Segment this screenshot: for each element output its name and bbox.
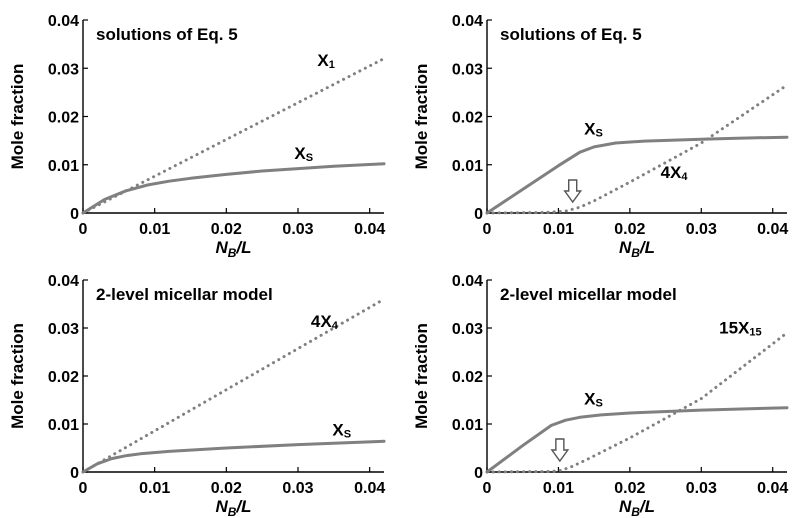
x-tick-label: 0 — [483, 480, 492, 497]
x-tick-label: 0.03 — [282, 480, 313, 497]
y-tick-label: 0.01 — [48, 417, 79, 434]
x-tick-label: 0.01 — [543, 480, 574, 497]
y-tick-label: 0.03 — [452, 321, 483, 338]
series-label: X1 — [317, 51, 334, 71]
x-tick-label: 0.03 — [282, 221, 313, 238]
x-tick-label: 0.02 — [614, 221, 645, 238]
y-axis-label: Mole fraction — [8, 323, 27, 429]
y-tick-label: 0 — [70, 465, 79, 482]
panel-title: solutions of Eq. 5 — [500, 25, 642, 44]
solid-series-line — [81, 162, 386, 215]
panel-title: 2-level micellar model — [96, 285, 273, 304]
series-label: 15X15 — [719, 318, 762, 338]
y-tick-label: 0.01 — [452, 158, 483, 175]
y-axis-label: Mole fraction — [412, 64, 431, 170]
y-tick-label: 0.03 — [48, 61, 79, 78]
series-label: XS — [332, 421, 351, 441]
panel-title: 2-level micellar model — [500, 285, 677, 304]
solid-series-line — [485, 406, 789, 474]
y-tick-label: 0.03 — [452, 61, 483, 78]
dotted-series-line — [81, 57, 386, 215]
y-tick-label: 0.04 — [452, 273, 483, 290]
panel-title: solutions of Eq. 5 — [96, 25, 238, 44]
x-tick-label: 0.04 — [757, 221, 788, 238]
y-tick-label: 0.01 — [452, 417, 483, 434]
dotted-series-line — [81, 297, 386, 474]
panel-2: 0 0.01 0.02 0.03 0.04 0 0.01 0.02 0.03 0.04 Mole f… — [412, 13, 789, 260]
y-tick-label: 0.03 — [48, 321, 79, 338]
x-tick-label: 0 — [79, 480, 88, 497]
x-tick-label: 0.04 — [354, 221, 385, 238]
x-tick-label: 0 — [483, 221, 492, 238]
panel-1: 0 0.01 0.02 0.03 0.04 0 0.01 0.02 0.03 0.04 Mole f… — [8, 13, 386, 260]
x-tick-label: 0.01 — [543, 221, 574, 238]
x-tick-label: 0.02 — [211, 221, 242, 238]
panel-3: 0 0.01 0.02 0.03 0.04 0 0.01 0.02 0.03 0.04 Mole f… — [8, 273, 386, 518]
x-axis-label: NB/L — [619, 238, 655, 260]
onset-arrow-icon — [550, 438, 570, 463]
x-tick-label: 0.02 — [614, 480, 645, 497]
series-label: 4X4 — [311, 312, 339, 332]
dotted-series-line — [485, 331, 789, 474]
y-tick-label: 0.02 — [48, 369, 79, 386]
x-tick-label: 0.04 — [757, 480, 788, 497]
y-tick-label: 0.02 — [48, 110, 79, 127]
x-tick-label: 0.02 — [211, 480, 242, 497]
onset-arrow-icon — [563, 179, 583, 204]
x-axis-label: NB/L — [215, 238, 251, 260]
y-tick-label: 0.04 — [48, 273, 79, 290]
x-tick-label: 0.03 — [686, 480, 717, 497]
y-axis-label: Mole fraction — [412, 323, 431, 429]
y-axis-label: Mole fraction — [8, 64, 27, 170]
y-tick-label: 0 — [474, 465, 483, 482]
y-tick-label: 0.04 — [48, 13, 79, 30]
y-tick-label: 0.02 — [452, 369, 483, 386]
y-tick-label: 0 — [474, 206, 483, 223]
solid-series-line — [81, 439, 386, 474]
x-tick-label: 0.01 — [139, 480, 170, 497]
panel-4: 0 0.01 0.02 0.03 0.04 0 0.01 0.02 0.03 0.04 Mole f… — [412, 273, 789, 518]
x-axis-label: NB/L — [215, 497, 251, 518]
x-tick-label: 0.01 — [139, 221, 170, 238]
series-label: 4X4 — [661, 163, 689, 183]
series-label: XS — [584, 119, 603, 139]
solid-series-line — [485, 135, 789, 215]
y-tick-label: 0.01 — [48, 158, 79, 175]
y-tick-label: 0.04 — [452, 13, 483, 30]
x-tick-label: 0.04 — [354, 480, 385, 497]
y-tick-label: 0.02 — [452, 110, 483, 127]
y-tick-label: 0 — [70, 206, 79, 223]
dotted-series-line — [485, 83, 789, 215]
x-tick-label: 0 — [79, 221, 88, 238]
series-label: XS — [584, 389, 603, 409]
x-tick-label: 0.03 — [686, 221, 717, 238]
series-label: XS — [294, 144, 313, 164]
x-axis-label: NB/L — [619, 497, 655, 518]
